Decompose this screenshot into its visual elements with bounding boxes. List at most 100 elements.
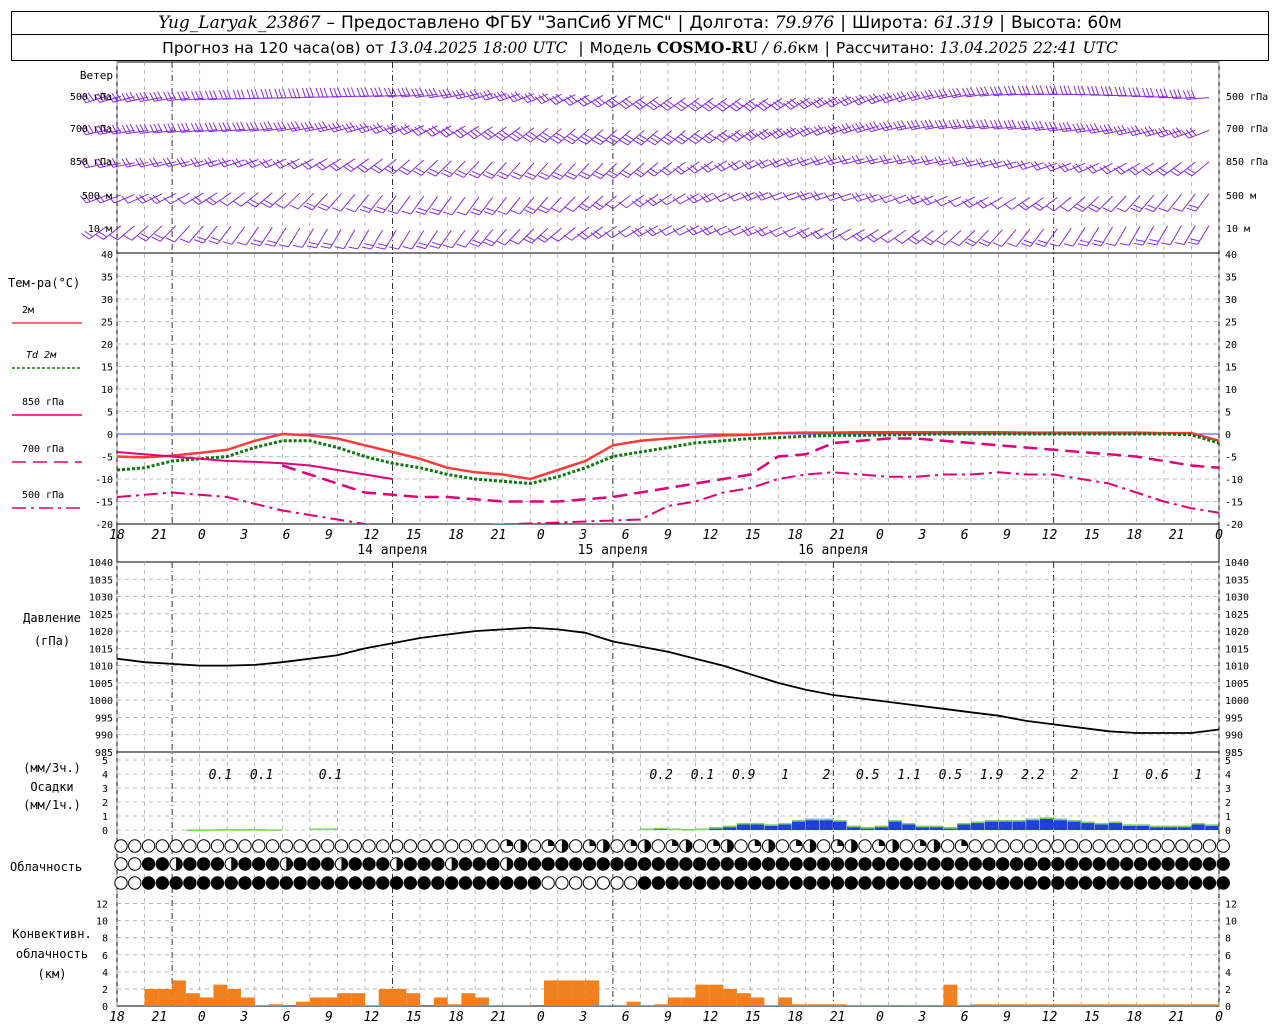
wind-barb-feather xyxy=(928,119,934,129)
wind-barb-feather xyxy=(387,87,393,97)
wind-barb xyxy=(174,225,191,243)
wind-barb-feather xyxy=(1085,124,1092,134)
cloud-symbol-fill xyxy=(809,839,817,853)
wind-barb xyxy=(1110,195,1127,213)
wind-barb-feather xyxy=(494,134,503,141)
cloud-symbol-fill xyxy=(1189,857,1202,871)
cloud-symbol-fill xyxy=(624,857,637,871)
wind-barb-feather xyxy=(838,233,846,241)
conv-bar xyxy=(626,1001,641,1006)
wind-barb-feather xyxy=(209,90,214,100)
wind-barb-feather xyxy=(992,242,1003,247)
wind-barb-feather xyxy=(593,230,603,237)
hour-label-bottom: 3 xyxy=(917,1010,926,1024)
wind-barb-feather xyxy=(1147,204,1157,210)
wind-barb-feather xyxy=(662,102,672,109)
wind-barb-feather xyxy=(1182,90,1188,100)
wind-barb-feather xyxy=(1119,242,1130,246)
wind-barb xyxy=(1100,226,1114,247)
wind-barb-feather xyxy=(1062,122,1068,132)
wind-barb-feather xyxy=(782,230,791,238)
cloud-symbol-fill xyxy=(142,857,155,871)
wind-barb-feather xyxy=(701,105,710,112)
precip-bar xyxy=(929,825,943,830)
cloud-symbol-fill xyxy=(831,857,844,871)
wind-barb xyxy=(131,225,149,241)
wind-barb-feather xyxy=(414,126,422,135)
wind-barb-feather xyxy=(97,193,105,202)
precip-bar xyxy=(750,823,764,830)
wind-barb-feather xyxy=(107,125,114,135)
precip-bar xyxy=(1095,823,1109,830)
wind-barb-feather xyxy=(673,168,682,175)
cloud-symbol-fill xyxy=(638,857,651,871)
wind-barb xyxy=(627,162,645,178)
wind-barb-feather xyxy=(405,87,411,97)
pres-ytick: 1000 xyxy=(89,696,113,707)
cloud-symbol-fill xyxy=(768,839,775,853)
wind-barb xyxy=(940,196,962,207)
wind-barb-feather xyxy=(411,88,417,98)
wind-barb-feather xyxy=(401,210,411,215)
precip-bar xyxy=(1081,821,1095,830)
temp-ytick-right: -5 xyxy=(1225,453,1237,464)
precip-bar xyxy=(1136,824,1150,830)
wind-barb-feather xyxy=(98,125,104,134)
cloud-symbol xyxy=(624,876,638,890)
wind-barb-feather xyxy=(619,139,629,146)
wind-barb-feather xyxy=(639,134,648,141)
conv-bar xyxy=(172,980,186,1006)
calc-time: 13.04.2025 22:41 UTC xyxy=(939,38,1118,57)
wind-barb-feather xyxy=(851,155,858,165)
hour-label: 0 xyxy=(198,528,206,543)
wind-barb-feather xyxy=(934,198,942,207)
wind-barb-feather xyxy=(1145,87,1151,98)
cloud-symbol xyxy=(376,839,390,853)
wind-barb-feather xyxy=(383,87,389,98)
alt-label: Высота: xyxy=(1011,13,1082,33)
cloud-symbol-fill xyxy=(514,876,527,890)
wind-barb-feather xyxy=(962,88,968,98)
wind-barb xyxy=(411,230,425,250)
wind-barb xyxy=(474,126,493,140)
cloud-symbol-fill xyxy=(541,857,555,871)
wind-level-label-right: 10 м xyxy=(1226,224,1250,235)
wind-barb-feather xyxy=(468,173,478,179)
wind-barb-feather xyxy=(567,135,576,142)
cloud-symbol-fill xyxy=(335,876,348,890)
wind-barb-feather xyxy=(286,161,295,170)
temp-ytick-right: 30 xyxy=(1225,295,1237,306)
precip-bar-top xyxy=(1067,820,1081,822)
wind-barb-feather xyxy=(868,192,876,202)
hour-label: 21 xyxy=(1169,528,1185,543)
wind-barb-feather xyxy=(373,124,380,133)
wind-barb-feather xyxy=(208,196,217,204)
conv-bar xyxy=(1039,1004,1054,1006)
cloud-symbol-fill xyxy=(685,839,693,853)
wind-barb-feather xyxy=(855,192,862,201)
cloud-symbol xyxy=(472,839,486,853)
wind-barb-feather xyxy=(925,236,934,243)
wind-barb-feather xyxy=(429,168,439,174)
wind-barb-feather xyxy=(649,167,658,174)
wind-barb-feather xyxy=(693,100,703,107)
wind-barb-feather xyxy=(1035,85,1040,95)
wind-barb-feather xyxy=(578,139,587,145)
wind-barb xyxy=(1197,225,1210,245)
wind-barb-feather xyxy=(1169,89,1174,99)
wind-barb-feather xyxy=(993,158,1000,168)
cloud-symbol-fill xyxy=(390,876,403,890)
wind-barb-feather xyxy=(386,124,394,133)
hour-label: 21 xyxy=(491,528,507,543)
wind-barb-feather xyxy=(1116,207,1126,213)
wind-barb-feather xyxy=(772,158,780,167)
wind-barb-feather xyxy=(1190,89,1196,99)
wind-barb-feather xyxy=(1133,242,1143,246)
precip-bar-top xyxy=(213,829,227,831)
wind-barb xyxy=(340,194,356,212)
wind-barb-feather xyxy=(676,102,686,109)
wind-barb-feather xyxy=(369,125,377,134)
wind-barb xyxy=(217,226,232,245)
wind-barb xyxy=(1195,193,1210,212)
wind-barb-feather xyxy=(539,134,549,141)
